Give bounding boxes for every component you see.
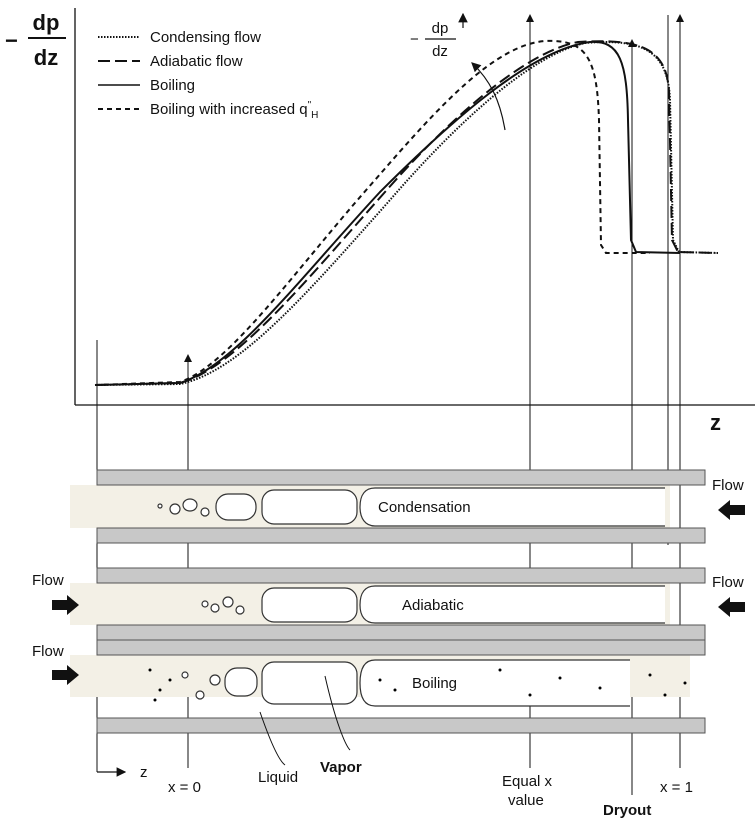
flow-label: Flow bbox=[712, 574, 744, 591]
annotation-denominator: dz bbox=[432, 43, 448, 60]
y-label: − dp dz bbox=[5, 10, 66, 70]
legend-label: Boiling bbox=[150, 77, 195, 94]
marker-label: value bbox=[508, 792, 544, 809]
marker-label: x = 0 bbox=[168, 779, 201, 796]
legend-label: Adiabatic flow bbox=[150, 53, 243, 70]
y-label-denominator: dz bbox=[34, 45, 58, 70]
marker-label: Liquid bbox=[258, 769, 298, 786]
marker-label: Equal x bbox=[502, 773, 553, 790]
tube-label: Adiabatic bbox=[402, 597, 464, 614]
legend-label: Boiling with increased q"H bbox=[150, 100, 318, 121]
annotation-sign: − bbox=[410, 31, 419, 48]
tube-label: Condensation bbox=[378, 499, 471, 516]
legend-subscript: H bbox=[311, 110, 318, 121]
tube: Condensation Flow bbox=[70, 469, 745, 544]
marker-label: x = 1 bbox=[660, 779, 693, 796]
tube: Boiling Flow bbox=[32, 639, 706, 734]
flow-label: Flow bbox=[712, 477, 744, 494]
tube: Adiabatic Flow Flow bbox=[32, 567, 745, 641]
markers: z x = 0 Liquid Vapor Equal x value x = 1… bbox=[97, 675, 693, 819]
legend: Condensing flow Adiabatic flow Boiling B… bbox=[98, 29, 318, 121]
annotation: − dp dz bbox=[410, 12, 506, 131]
legend-label: Condensing flow bbox=[150, 29, 261, 46]
x-label: z bbox=[710, 410, 721, 435]
marker-label: z bbox=[140, 764, 148, 781]
marker-label: Dryout bbox=[603, 802, 651, 819]
y-label-numerator: dp bbox=[33, 10, 60, 35]
y-label-sign: − bbox=[5, 28, 18, 53]
annotation-numerator: dp bbox=[432, 20, 449, 37]
legend-label-text: Boiling with increased q bbox=[150, 101, 308, 118]
flow-label: Flow bbox=[32, 643, 64, 660]
marker-label: Vapor bbox=[320, 759, 362, 776]
legend-superscript: " bbox=[308, 100, 312, 111]
flow-label: Flow bbox=[32, 572, 64, 589]
curves bbox=[94, 39, 719, 386]
tube-label: Boiling bbox=[412, 675, 457, 692]
